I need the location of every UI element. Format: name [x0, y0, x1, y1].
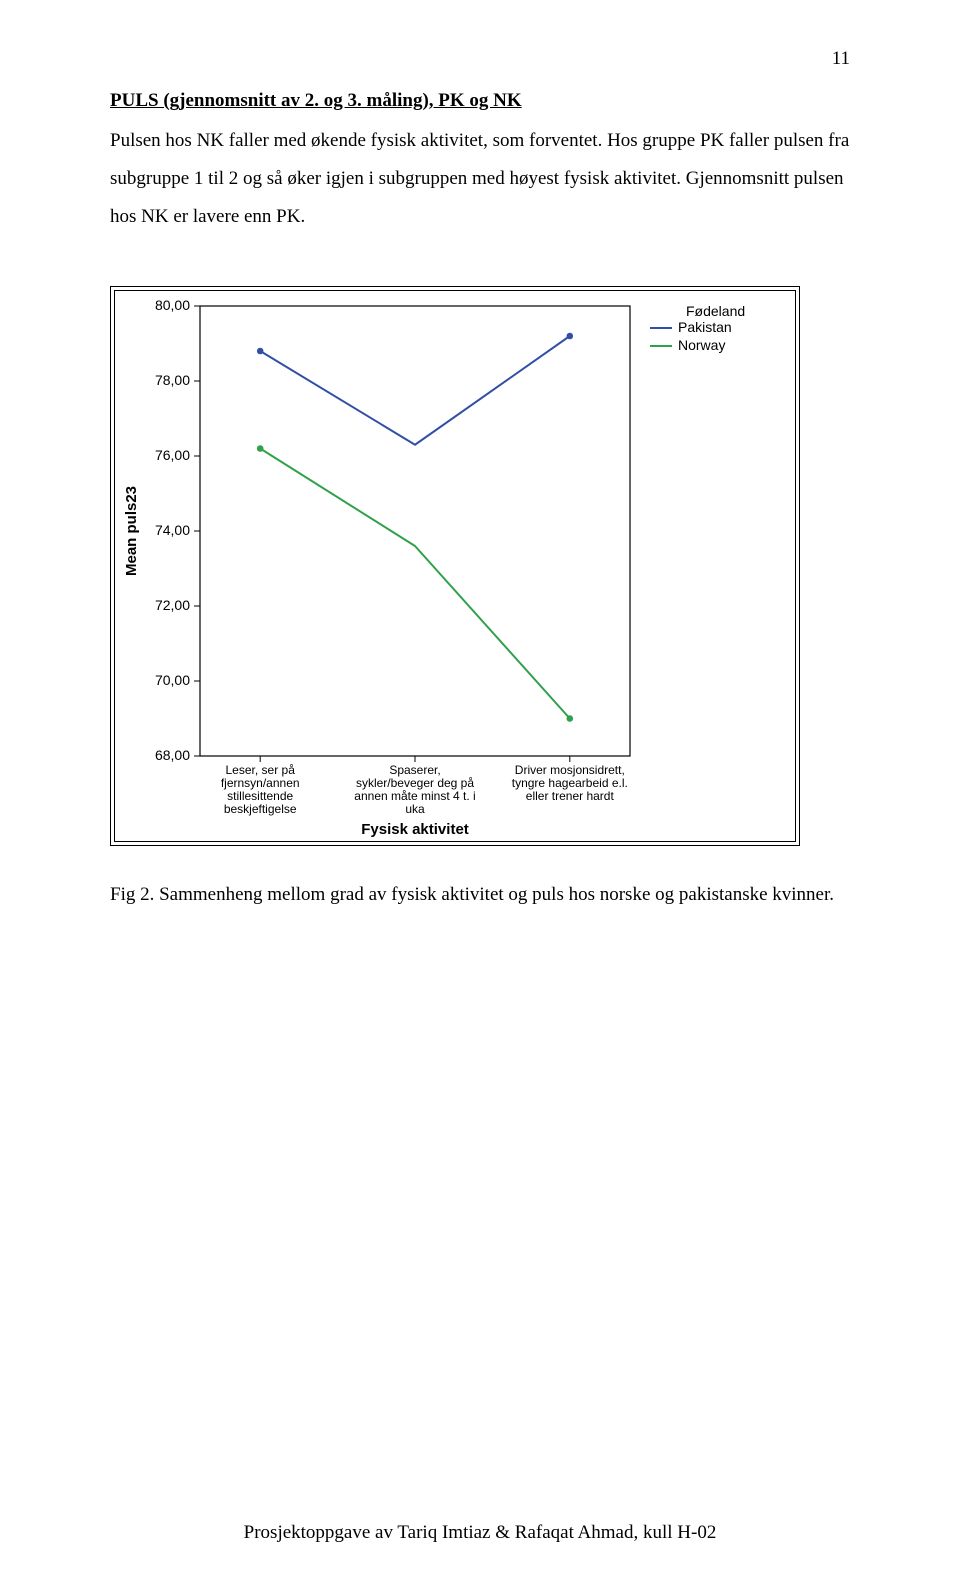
chart-svg: 68,00 70,00 72,00 74,00 76,00 78,00 80,00 Mean …: [110, 286, 800, 846]
line-chart: 68,00 70,00 72,00 74,00 76,00 78,00 80,00 Mean …: [110, 286, 800, 846]
svg-text:76,00: 76,00: [155, 447, 190, 463]
page-footer: Prosjektoppgave av Tariq Imtiaz & Rafaqa…: [0, 1522, 960, 1544]
svg-text:70,00: 70,00: [155, 672, 190, 688]
intro-paragraph: Pulsen hos NK faller med økende fysisk a…: [110, 122, 850, 236]
svg-text:Driver mosjonsidrett,tyngre ha: Driver mosjonsidrett,tyngre hagearbeid e…: [512, 763, 628, 803]
svg-text:78,00: 78,00: [155, 372, 190, 388]
svg-text:72,00: 72,00: [155, 597, 190, 613]
svg-text:74,00: 74,00: [155, 522, 190, 538]
section-heading: PULS (gjennomsnitt av 2. og 3. måling), …: [110, 90, 850, 112]
svg-text:Mean puls23: Mean puls23: [123, 486, 140, 576]
page: 11 PULS (gjennomsnitt av 2. og 3. måling…: [0, 0, 960, 1584]
svg-text:Leser, ser påfjernsyn/annensti: Leser, ser påfjernsyn/annenstillesittend…: [221, 763, 300, 816]
svg-text:68,00: 68,00: [155, 747, 190, 763]
svg-text:Fødeland: Fødeland: [686, 303, 745, 319]
page-number: 11: [832, 48, 850, 70]
svg-text:Fysisk aktivitet: Fysisk aktivitet: [361, 821, 469, 838]
svg-text:Pakistan: Pakistan: [678, 319, 732, 335]
svg-text:80,00: 80,00: [155, 297, 190, 313]
figure-caption: Fig 2. Sammenheng mellom grad av fysisk …: [110, 876, 850, 914]
svg-text:Norway: Norway: [678, 337, 725, 353]
